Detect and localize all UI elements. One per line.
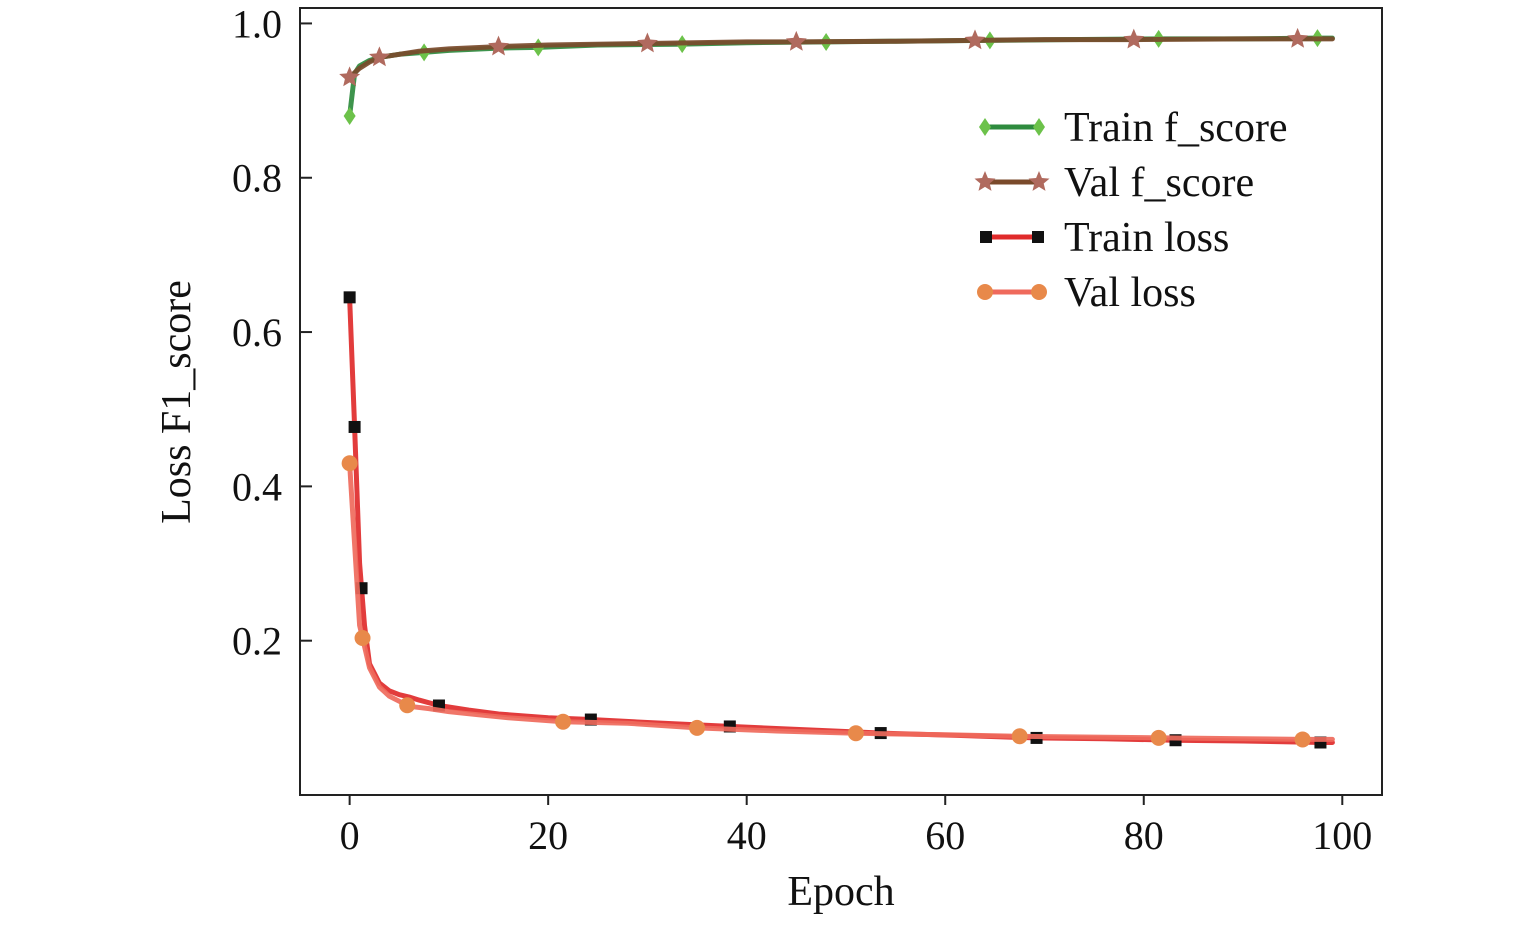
y-tick-label: 0.8 xyxy=(232,156,282,201)
point-train-loss xyxy=(348,420,361,433)
x-tick-label: 60 xyxy=(925,813,965,858)
legend-label-train-f-score: Train f_score xyxy=(1064,105,1288,151)
point-val-f-score xyxy=(1287,27,1309,48)
legend-marker-train-f-score xyxy=(979,118,991,136)
point-val-f-score xyxy=(785,30,807,51)
series-layer xyxy=(339,27,1335,749)
legend-marker-val-loss xyxy=(977,284,993,300)
series-line-train-loss xyxy=(347,294,1335,745)
y-tick-label: 1.0 xyxy=(232,1,282,46)
y-axis: 0.2 0.4 0.6 0.8 1.0 xyxy=(232,1,312,664)
legend-marker-val-loss xyxy=(1031,284,1047,300)
x-tick-label: 40 xyxy=(727,813,767,858)
series-line-val-loss xyxy=(347,460,1335,742)
legend-marker-train-loss xyxy=(1032,231,1044,243)
point-val-loss xyxy=(354,629,371,646)
x-tick-label: 20 xyxy=(528,813,568,858)
point-val-loss xyxy=(689,719,706,736)
point-train-loss xyxy=(343,291,356,304)
x-tick-label: 0 xyxy=(340,813,360,858)
legend-marker-train-f-score xyxy=(1033,118,1045,136)
x-tick-label: 100 xyxy=(1312,813,1372,858)
x-axis: 0 20 40 60 80 100 xyxy=(340,795,1372,858)
y-axis-label: Loss F1_score xyxy=(154,280,200,524)
legend-label-train-loss: Train loss xyxy=(1064,215,1229,261)
legend-marker-val-f-score xyxy=(974,171,996,191)
point-val-loss xyxy=(1011,728,1028,745)
y-tick-label: 0.6 xyxy=(232,310,282,355)
x-axis-label: Epoch xyxy=(787,869,894,915)
legend-marker-train-loss xyxy=(980,231,992,243)
point-val-f-score xyxy=(637,32,658,53)
point-val-loss xyxy=(1294,731,1311,748)
legend-marker-val-f-score xyxy=(1028,171,1050,191)
legend: Train f_score Val f_score Train loss Val lo… xyxy=(974,105,1288,316)
point-val-f-score xyxy=(339,66,361,87)
point-val-loss xyxy=(399,697,416,714)
point-val-f-score xyxy=(369,46,390,67)
point-val-f-score xyxy=(1123,28,1145,49)
plot-frame xyxy=(299,7,1383,796)
point-val-loss xyxy=(1150,729,1167,746)
point-val-loss xyxy=(555,713,572,730)
y-tick-label: 0.2 xyxy=(232,619,282,664)
point-train-f-score xyxy=(343,107,356,126)
point-val-loss xyxy=(847,725,864,742)
point-val-f-score xyxy=(488,35,509,56)
legend-label-val-loss: Val loss xyxy=(1064,270,1196,316)
point-val-f-score xyxy=(964,29,986,50)
x-tick-label: 80 xyxy=(1124,813,1164,858)
legend-label-val-f-score: Val f_score xyxy=(1064,160,1254,206)
point-val-loss xyxy=(341,455,358,472)
y-tick-label: 0.4 xyxy=(232,464,282,509)
